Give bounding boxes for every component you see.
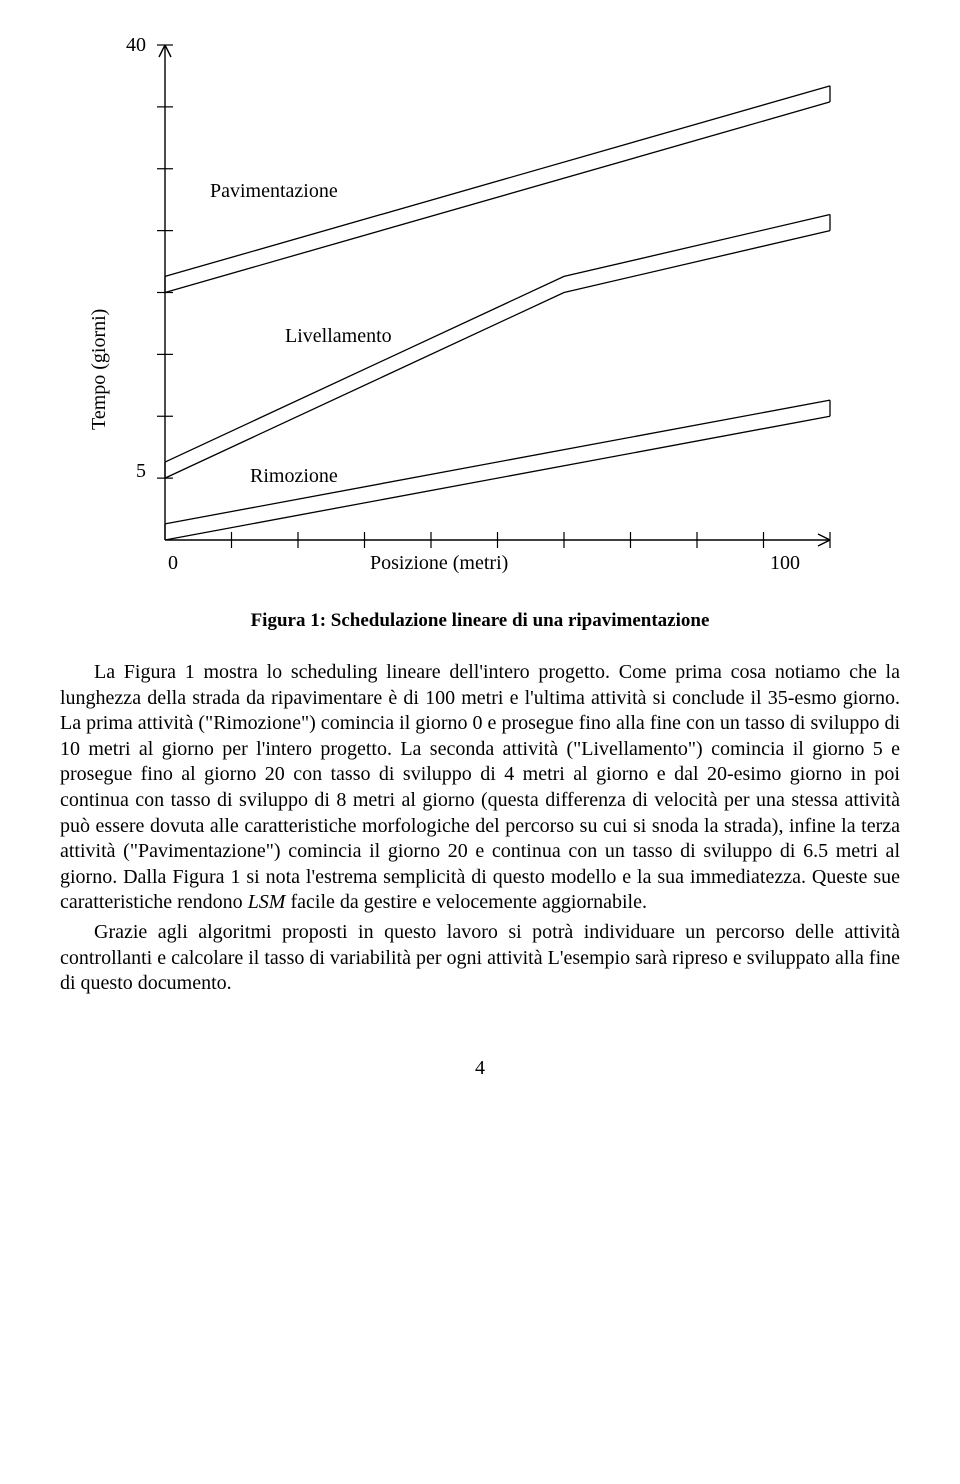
x-axis-label: Posizione (metri) xyxy=(370,552,508,575)
series-label-livellamento: Livellamento xyxy=(285,325,392,348)
para1-lead: La Figura 1 mostra lo scheduling lineare… xyxy=(60,661,900,913)
x-end-label: 100 xyxy=(770,552,800,575)
paragraph-2: Grazie agli algoritmi proposti in questo… xyxy=(60,920,900,997)
series-label-pavimentazione: Pavimentazione xyxy=(210,180,338,203)
series-label-rimozione: Rimozione xyxy=(250,465,338,488)
para1-tail: facile da gestire e velocemente aggiorna… xyxy=(285,891,646,913)
page-number: 4 xyxy=(60,1057,900,1080)
y-tick-label-5: 5 xyxy=(136,460,146,483)
paragraph-1: La Figura 1 mostra lo scheduling lineare… xyxy=(60,660,900,916)
x-origin-label: 0 xyxy=(168,552,178,575)
figure-caption: Figura 1: Schedulazione lineare di una r… xyxy=(60,610,900,632)
chart-svg xyxy=(70,40,890,600)
chart-container: Tempo (giorni) 40 5 0 Posizione (metri) … xyxy=(70,40,890,600)
para1-ital: LSM xyxy=(248,891,286,913)
y-axis-label: Tempo (giorni) xyxy=(88,309,111,430)
y-tick-label-40: 40 xyxy=(126,34,146,57)
